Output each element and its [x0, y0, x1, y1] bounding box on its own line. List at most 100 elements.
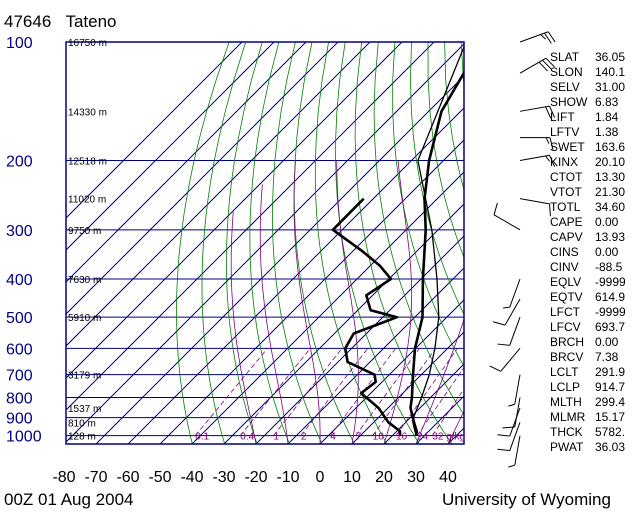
index-name: LCLP: [550, 380, 581, 394]
index-value: 34.60: [595, 200, 626, 214]
isotherm: [66, 42, 371, 347]
mixing-ratio-line: [300, 348, 369, 436]
dry-adiabat: [427, 42, 464, 259]
barb-flag: [545, 155, 551, 162]
temperature-tick-label: -10: [276, 469, 299, 486]
pressure-tick-label: 700: [6, 368, 33, 385]
index-name: TOTL: [550, 200, 581, 214]
pressure-tick-label: 600: [6, 341, 33, 358]
barb-staff: [493, 214, 521, 231]
isotherm: [66, 43, 464, 443]
index-name: EQLV: [550, 275, 582, 289]
index-name: MLMR: [550, 410, 586, 424]
dry-adiabat: [373, 42, 464, 416]
barb-flag: [547, 31, 556, 43]
station-title: 47646 Tateno: [4, 12, 117, 32]
index-row-swet: SWET 163.6: [550, 140, 630, 155]
index-value: 36.05: [595, 50, 626, 64]
mixing-ratio-label: 4: [330, 432, 336, 443]
barb-staff: [514, 397, 521, 428]
barb-staff: [500, 348, 521, 372]
height-label: 11020 m: [68, 195, 106, 206]
dry-adiabat: [249, 42, 290, 444]
dry-adiabat: [409, 42, 464, 316]
index-value: 1.38: [595, 125, 619, 139]
wind-barb: [497, 407, 521, 437]
dry-adiabat: [226, 42, 263, 444]
index-row-brch: BRCH 0.00: [550, 335, 630, 350]
barb-flag: [542, 59, 552, 70]
dry-adiabat: [335, 42, 420, 444]
barb-flag: [540, 34, 546, 40]
dry-adiabat: [201, 42, 247, 444]
index-value: 914.7: [595, 380, 626, 394]
wind-barb: [497, 422, 521, 452]
pressure-tick-label: 800: [6, 391, 33, 408]
wind-barb: [519, 31, 556, 44]
index-value: 614.9: [595, 290, 626, 304]
index-name: CTOT: [550, 170, 583, 184]
wind-barb: [519, 198, 551, 217]
index-row-cinv: CINV -88.5: [550, 260, 630, 275]
wind-barbs: [489, 31, 556, 468]
mixing-ratio-line: [355, 348, 420, 436]
temperature-tick-label: 40: [439, 469, 457, 486]
index-row-cape: CAPE 0.00: [550, 215, 630, 230]
mixing-ratio-line: [372, 348, 436, 436]
barb-flag: [545, 137, 550, 144]
isotherm: [383, 363, 464, 444]
isotherm: [255, 235, 464, 444]
isotherm: [127, 107, 464, 444]
barb-flag: [497, 434, 510, 437]
index-row-selv: SELV 31.00: [550, 80, 630, 95]
index-name: THCK: [550, 425, 583, 439]
index-value: 299.4: [595, 395, 626, 409]
index-name: CINV: [550, 260, 579, 274]
height-label: 7630 m: [68, 275, 101, 286]
wind-barb: [519, 154, 556, 167]
index-row-lfct: LFCT -9999: [550, 305, 630, 320]
plot-frame: [65, 41, 465, 445]
barb-flag: [508, 403, 515, 407]
barb-staff: [504, 298, 521, 326]
index-value: 13.93: [595, 230, 626, 244]
mixing-ratio-label: 24: [417, 432, 429, 443]
barb-flag: [545, 57, 555, 68]
barb-flag: [549, 155, 556, 167]
wind-barb: [508, 435, 521, 468]
index-row-mlmr: MLMR 15.17: [550, 410, 630, 425]
temperature-tick-label: 10: [343, 469, 361, 486]
temperature-tick-label: 30: [407, 469, 425, 486]
index-name: BRCH: [550, 335, 585, 349]
isotherm: [287, 267, 464, 444]
index-value: -9999: [595, 305, 626, 319]
height-label: 14330 m: [68, 107, 107, 118]
index-name: SLON: [550, 65, 583, 79]
pressure-tick-label: 500: [6, 310, 33, 327]
wind-barb: [519, 57, 555, 74]
mixing-ratio-line: [416, 366, 464, 436]
pressure-tick-label: 400: [6, 272, 33, 289]
barb-staff: [519, 57, 547, 74]
index-name: PWAT: [550, 440, 584, 454]
index-row-lclp: LCLP 914.7: [550, 380, 630, 395]
index-name: LCLT: [550, 365, 579, 379]
station-name: Tateno: [65, 12, 117, 31]
isotherm: [351, 331, 464, 444]
wind-barb: [493, 202, 521, 231]
barb-flag: [549, 137, 554, 150]
mixing-ratio-label: 2: [301, 432, 307, 443]
index-row-lftv: LFTV 1.38: [550, 125, 630, 140]
isotherm: [95, 75, 464, 444]
index-value: 13.30: [595, 170, 626, 184]
index-row-capv: CAPV 13.93: [550, 230, 630, 245]
isotherm: [66, 42, 339, 315]
pressure-tick-label: 900: [6, 411, 33, 428]
wind-barb: [519, 105, 556, 119]
index-value: -9999: [595, 275, 626, 289]
mixing-ratio-line: [395, 348, 458, 436]
barb-staff: [509, 278, 521, 308]
index-row-slon: SLON 140.1: [550, 65, 630, 80]
isotherm: [191, 171, 464, 444]
